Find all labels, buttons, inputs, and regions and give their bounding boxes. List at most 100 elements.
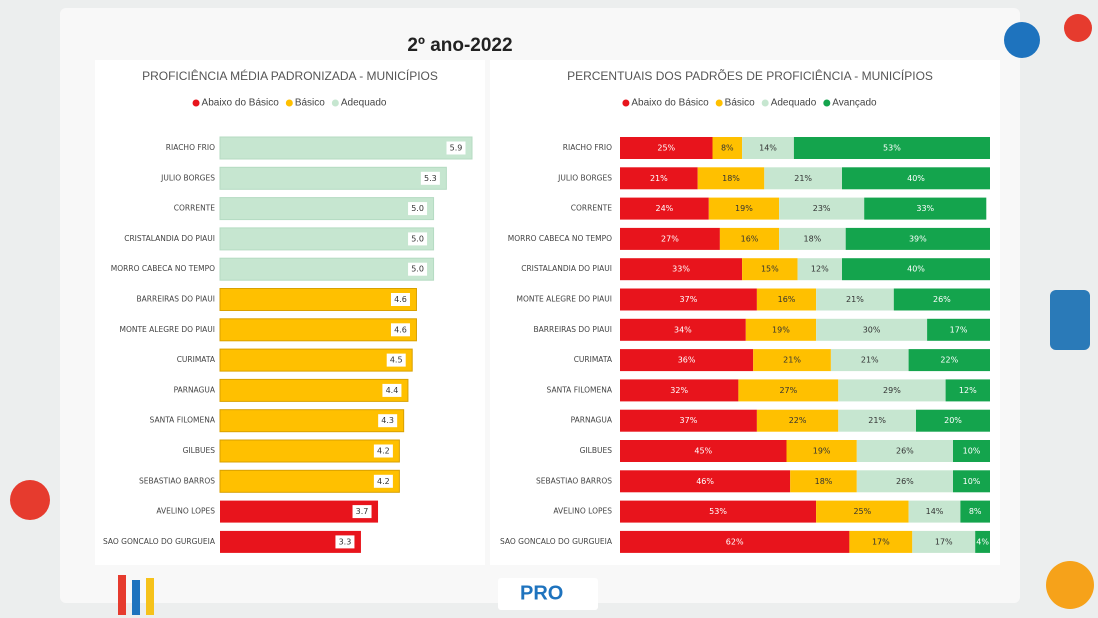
bar-segment xyxy=(620,288,757,311)
category-label: AVELINO LOPES xyxy=(156,507,215,516)
value-label: 21% xyxy=(861,356,879,365)
value-label-box xyxy=(407,231,429,247)
value-label: 4.3 xyxy=(381,416,394,425)
bar-segment xyxy=(945,379,990,402)
bar-segment xyxy=(742,137,794,159)
bar xyxy=(219,378,409,402)
category-label: SANTA FILOMENA xyxy=(547,385,613,394)
legend-label: Abaixo do Básico xyxy=(631,98,709,109)
bar-segment xyxy=(742,258,798,281)
value-label: 18% xyxy=(804,234,822,243)
bar-segment xyxy=(842,258,990,281)
bar xyxy=(219,348,413,372)
bar-segment xyxy=(738,379,839,402)
legend-label: Adequado xyxy=(341,98,387,109)
value-label: 8% xyxy=(721,144,734,153)
bar-segment xyxy=(953,470,990,493)
bar xyxy=(219,257,435,281)
bar-segment xyxy=(793,137,990,159)
value-label: 21% xyxy=(794,174,812,183)
value-label: 14% xyxy=(759,144,777,153)
value-label-box xyxy=(351,504,373,520)
bar-segment xyxy=(912,530,976,553)
bar-segment xyxy=(779,197,865,220)
legend-label: Abaixo do Básico xyxy=(202,98,280,109)
bar-segment xyxy=(908,500,961,523)
decoration xyxy=(118,575,126,615)
category-label: CORRENTE xyxy=(174,204,215,213)
value-label: 3.3 xyxy=(339,537,352,546)
bar-segment xyxy=(816,318,928,341)
bar-segment xyxy=(856,440,953,462)
bar-segment xyxy=(620,137,713,159)
decoration xyxy=(132,580,140,615)
value-label: 4.4 xyxy=(386,386,399,395)
category-label: SEBASTIAO BARROS xyxy=(139,476,215,485)
logo: PRO xyxy=(520,582,563,604)
value-label: 5.9 xyxy=(450,144,463,153)
value-label-box xyxy=(407,261,429,277)
bar xyxy=(219,439,400,463)
category-label: SAO GONCALO DO GURGUEIA xyxy=(103,537,216,546)
legend-label: Básico xyxy=(295,98,325,109)
value-label: 30% xyxy=(863,325,881,334)
value-label: 20% xyxy=(944,416,962,425)
value-label: 45% xyxy=(694,447,712,456)
bar-segment xyxy=(838,409,916,432)
value-label: 17% xyxy=(950,325,968,334)
value-label: 12% xyxy=(959,386,977,395)
chart-title: PROFICIÊNCIA MÉDIA PADRONIZADA - MUNICÍP… xyxy=(142,68,438,83)
legend-marker xyxy=(285,99,293,107)
category-label: MORRO CABECA NO TEMPO xyxy=(111,264,215,273)
value-label-box xyxy=(389,292,411,307)
decoration xyxy=(1064,14,1092,42)
value-label: 21% xyxy=(783,356,801,365)
value-label: 37% xyxy=(680,416,698,425)
value-label-box xyxy=(389,322,411,338)
bar-segment xyxy=(620,258,743,281)
chart-title: PERCENTUAIS DOS PADRÕES DE PROFICIÊNCIA … xyxy=(567,68,933,83)
legend-label: Adequado xyxy=(771,98,817,109)
value-label: 19% xyxy=(735,204,753,213)
category-label: MONTE ALEGRE DO PIAUI xyxy=(516,295,612,304)
bar-segment xyxy=(745,318,817,341)
value-label: 25% xyxy=(853,507,871,516)
value-label: 26% xyxy=(933,295,951,304)
bar-segment xyxy=(620,470,791,493)
value-label: 4.6 xyxy=(394,295,407,304)
value-label: 22% xyxy=(789,416,807,425)
value-label: 21% xyxy=(868,416,886,425)
legend-marker xyxy=(715,99,723,107)
category-label: BARREIRAS DO PIAUI xyxy=(137,295,215,304)
value-label: 40% xyxy=(907,174,925,183)
bar-segment xyxy=(753,349,831,372)
value-label: 5.3 xyxy=(424,174,437,183)
bar-segment xyxy=(830,349,909,372)
bar-segment xyxy=(960,500,990,523)
value-label-box xyxy=(385,352,407,368)
decoration xyxy=(146,578,154,615)
value-label: 10% xyxy=(963,477,981,486)
decoration xyxy=(1046,561,1094,609)
category-label: PARNAGUA xyxy=(571,416,613,425)
bar-segment xyxy=(916,409,990,432)
value-label-box xyxy=(377,413,399,429)
category-label: CURIMATA xyxy=(177,355,216,364)
bar-segment xyxy=(620,227,720,250)
value-label-box xyxy=(372,473,394,489)
value-label: 4.2 xyxy=(377,477,390,486)
bar-segment xyxy=(816,500,909,523)
value-label: 4.5 xyxy=(390,356,403,365)
bar-segment xyxy=(856,470,953,493)
value-label: 33% xyxy=(672,265,690,274)
value-label: 24% xyxy=(656,204,674,213)
legend-marker xyxy=(622,99,630,107)
bar-segment xyxy=(790,470,857,493)
value-label: 27% xyxy=(661,234,679,243)
value-label: 32% xyxy=(670,386,688,395)
bar xyxy=(219,227,435,251)
value-label: 18% xyxy=(815,477,833,486)
value-label: 27% xyxy=(779,386,797,395)
value-label-box xyxy=(445,140,467,156)
